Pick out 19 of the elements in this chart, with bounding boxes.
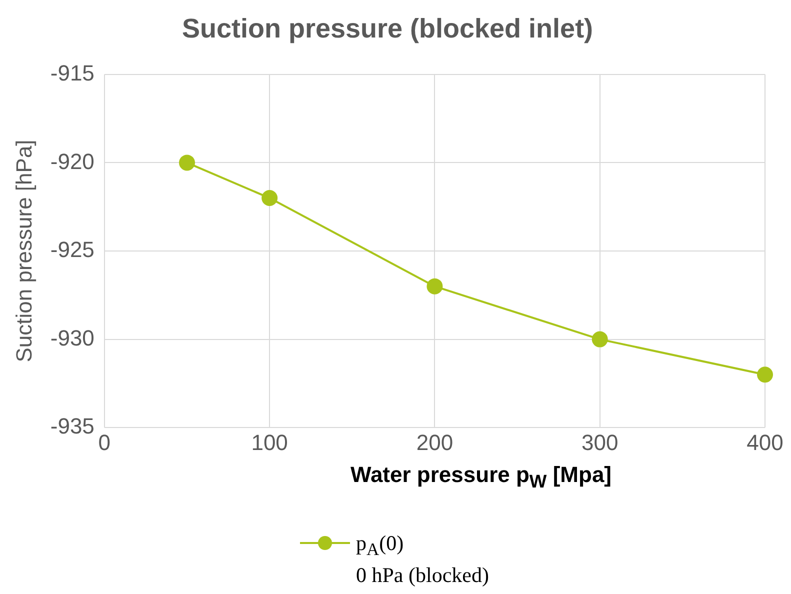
point	[179, 154, 196, 171]
point	[592, 331, 608, 348]
y-tick-label: -920	[50, 148, 94, 174]
y-tick-label: -925	[50, 237, 94, 262]
x-tick-label: 0	[98, 430, 111, 455]
y-tick-label: -915	[50, 60, 94, 86]
y-axis-title: Suction pressure [hPa]	[11, 140, 36, 362]
x-tick-label: 400	[746, 430, 784, 455]
legend-label: p$_{A}$(0) 0 hPa (blocked)	[356, 530, 489, 588]
x-tick-label: 300	[582, 430, 618, 455]
x-tick-label: 100	[251, 430, 288, 455]
point	[757, 366, 773, 383]
x-axis-title: Water pressure p$_{W}$ [Mpa]	[350, 462, 612, 492]
chart-title: Suction pressure (blocked inlet)	[182, 14, 594, 44]
point	[262, 190, 278, 206]
point	[426, 278, 443, 294]
y-tick-label: -930	[50, 325, 94, 350]
y-tick-label: -935	[50, 414, 94, 439]
x-tick-label: 200	[416, 430, 454, 455]
